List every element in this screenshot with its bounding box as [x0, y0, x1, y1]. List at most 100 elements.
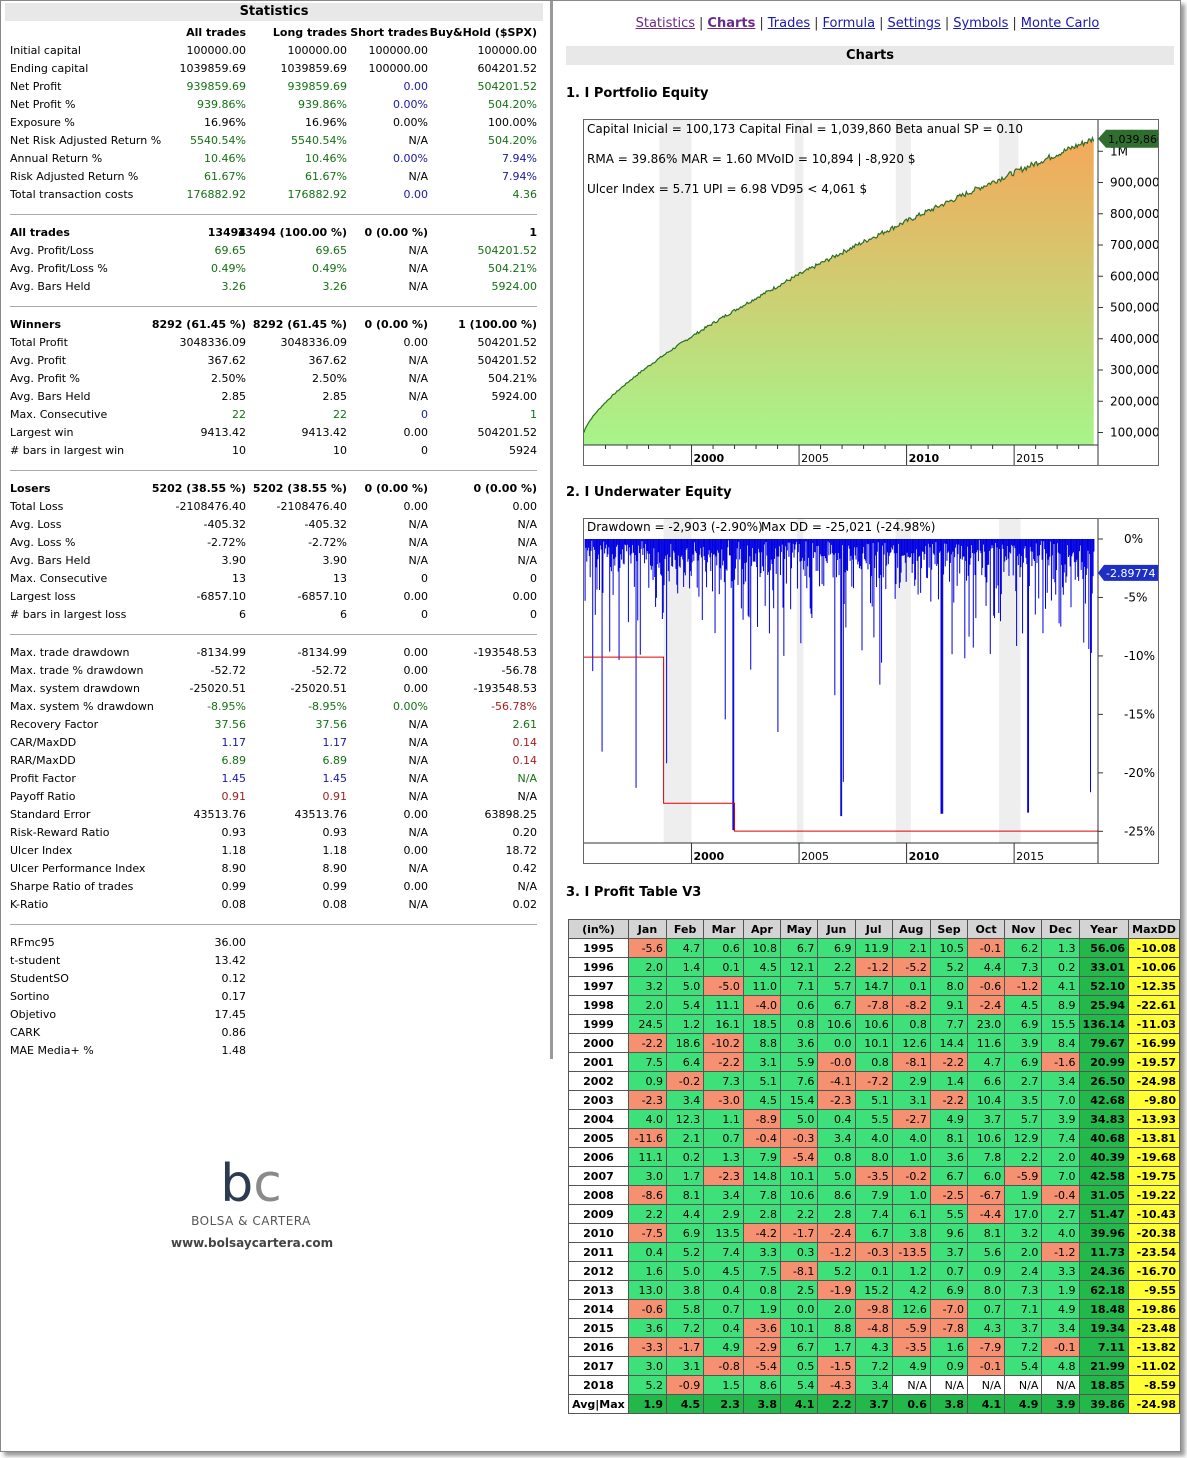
statistic-value: 0.14: [512, 754, 538, 767]
month-return: 2.8: [817, 1204, 856, 1224]
statistic-value: 0.00: [403, 188, 429, 201]
month-return: 0.1: [854, 1261, 893, 1281]
month-return: -4.0: [742, 995, 782, 1015]
year-return: 39.96: [1078, 1223, 1130, 1243]
row-year: 2005: [568, 1128, 629, 1148]
year-return: 11.73: [1078, 1242, 1130, 1262]
statistic-value: 604201.52: [477, 62, 538, 75]
statistics-row: Exposure % 16.96% 16.96% 0.00% 100.00%: [10, 114, 540, 132]
month-return: -4.8: [854, 1318, 893, 1338]
year-maxdd: -19.68: [1128, 1147, 1180, 1167]
month-return: 10.4: [967, 1090, 1006, 1110]
statistic-value: 0.00: [403, 336, 429, 349]
statistic-label: Avg. Profit/Loss %: [10, 262, 108, 275]
month-return: 14.8: [742, 1166, 782, 1186]
nav-link-charts[interactable]: Charts: [707, 16, 756, 31]
statistic-label: Max. Consecutive: [10, 408, 108, 421]
statistic-label: Largest loss: [10, 590, 76, 603]
month-return: 6.9: [666, 1223, 705, 1243]
statistics-row: Max. trade % drawdown -52.72 -52.72 0.00 -56…: [10, 662, 540, 680]
nav-link-settings[interactable]: Settings: [887, 16, 941, 31]
y-tick-label: 700,000: [1110, 238, 1158, 252]
brand-url[interactable]: www.bolsaycartera.com: [171, 1236, 334, 1250]
statistics-row: Total Profit 3048336.09 3048336.09 0.00 5042…: [10, 334, 540, 352]
divider: [10, 924, 537, 925]
month-return: 6.7: [929, 1166, 969, 1186]
month-return: 5.7: [1004, 1109, 1043, 1129]
column-header: Short trades: [350, 26, 428, 39]
month-return: 10.6: [967, 1128, 1006, 1148]
month-return: 4.0: [891, 1128, 931, 1148]
month-return: 8.9: [1041, 995, 1080, 1015]
month-return: -0.2: [891, 1166, 931, 1186]
month-return: -0.3: [780, 1128, 819, 1148]
month-return: 12.6: [891, 1299, 931, 1319]
statistics-row: Avg. Profit/Loss 69.65 69.65 N/A 504201.52: [10, 242, 540, 260]
month-return: 2.0: [1041, 1147, 1080, 1167]
statistic-value: 63898.25: [484, 808, 538, 821]
month-return: -2.2: [929, 1090, 969, 1110]
year-return: 25.94: [1078, 995, 1130, 1015]
month-return: 12.9: [1004, 1128, 1043, 1148]
nav-link-statistics[interactable]: Statistics: [635, 16, 696, 31]
nav-link-symbols[interactable]: Symbols: [953, 16, 1009, 31]
statistic-value: N/A: [408, 280, 428, 293]
row-year: Avg|Max: [568, 1394, 629, 1414]
statistic-value: 4.36: [512, 188, 538, 201]
statistics-row: K-Ratio 0.08 0.08 N/A 0.02: [10, 896, 540, 914]
statistic-value: 504.20%: [488, 134, 537, 147]
statistic-value: 43513.76: [294, 808, 348, 821]
statistic-label: Max. Consecutive: [10, 572, 108, 585]
statistic-value: 0: [530, 608, 537, 621]
statistics-row: Objetivo 17.45: [10, 1006, 540, 1024]
statistic-value: -2108476.40: [175, 500, 246, 513]
y-tick-label: -15%: [1124, 707, 1155, 721]
statistic-value: 0.00: [403, 590, 429, 603]
table-row: 1997 3.2 5.0 -5.0 11.0 7.1 5.7 14.7 0.1 8.0 -0.6 -1…: [568, 976, 1180, 996]
statistic-label: Avg. Bars Held: [10, 554, 91, 567]
statistic-value: 1: [530, 408, 537, 421]
month-return: 0.8: [854, 1052, 893, 1072]
year-maxdd: -13.82: [1128, 1337, 1180, 1357]
month-return: 3.4: [666, 1090, 705, 1110]
statistic-label: Annual Return %: [10, 152, 103, 165]
month-return: -4.4: [967, 1204, 1006, 1224]
nav-separator: |: [879, 16, 884, 31]
month-return: 1.2: [666, 1014, 705, 1034]
last-value-label: -2.89774: [1106, 567, 1155, 580]
statistic-value: 3048336.09: [179, 336, 246, 349]
month-return: 5.0: [666, 976, 705, 996]
table-row: 2002 0.9 -0.2 7.3 5.1 7.6 -4.1 -7.2 2.9 1.4 6.6 2.7…: [568, 1071, 1180, 1091]
month-return: 6.0: [967, 1166, 1006, 1186]
statistic-label: Exposure %: [10, 116, 75, 129]
statistic-value: 10: [333, 444, 347, 457]
month-return: 7.2: [666, 1318, 705, 1338]
month-return: 16.1: [703, 1014, 744, 1034]
statistics-row: Initial capital 100000.00 100000.00 100000.…: [10, 42, 540, 60]
month-return: 14.7: [854, 976, 893, 996]
month-return: 4.7: [967, 1052, 1006, 1072]
equity-area: [584, 137, 1094, 446]
month-return: 18.5: [742, 1014, 782, 1034]
nav-link-trades[interactable]: Trades: [767, 16, 811, 31]
statistic-value: 13.42: [214, 954, 247, 967]
nav-link-formula[interactable]: Formula: [822, 16, 876, 31]
statistic-value: N/A: [408, 790, 428, 803]
statistic-value: 100000.00: [477, 44, 538, 57]
month-return: 4.5: [666, 1394, 705, 1414]
month-return: 5.6: [967, 1242, 1006, 1262]
statistic-value: -56.78%: [491, 700, 537, 713]
statistic-value: 0.00: [403, 664, 429, 677]
month-return: -4.1: [817, 1071, 856, 1091]
month-return: N/A: [929, 1375, 969, 1395]
month-return: 10.6: [780, 1185, 819, 1205]
nav-link-monte-carlo[interactable]: Monte Carlo: [1020, 16, 1100, 31]
statistic-label: Profit Factor: [10, 772, 76, 785]
statistics-row: Avg. Loss % -2.72% -2.72% N/A N/A: [10, 534, 540, 552]
month-return: 4.3: [967, 1318, 1006, 1338]
month-return: -3.3: [627, 1337, 668, 1357]
statistics-row: Avg. Bars Held 3.26 3.26 N/A 5924.00: [10, 278, 540, 296]
month-return: 7.1: [1004, 1299, 1043, 1319]
statistic-value: 10.46%: [305, 152, 347, 165]
month-return: 17.0: [1004, 1204, 1043, 1224]
